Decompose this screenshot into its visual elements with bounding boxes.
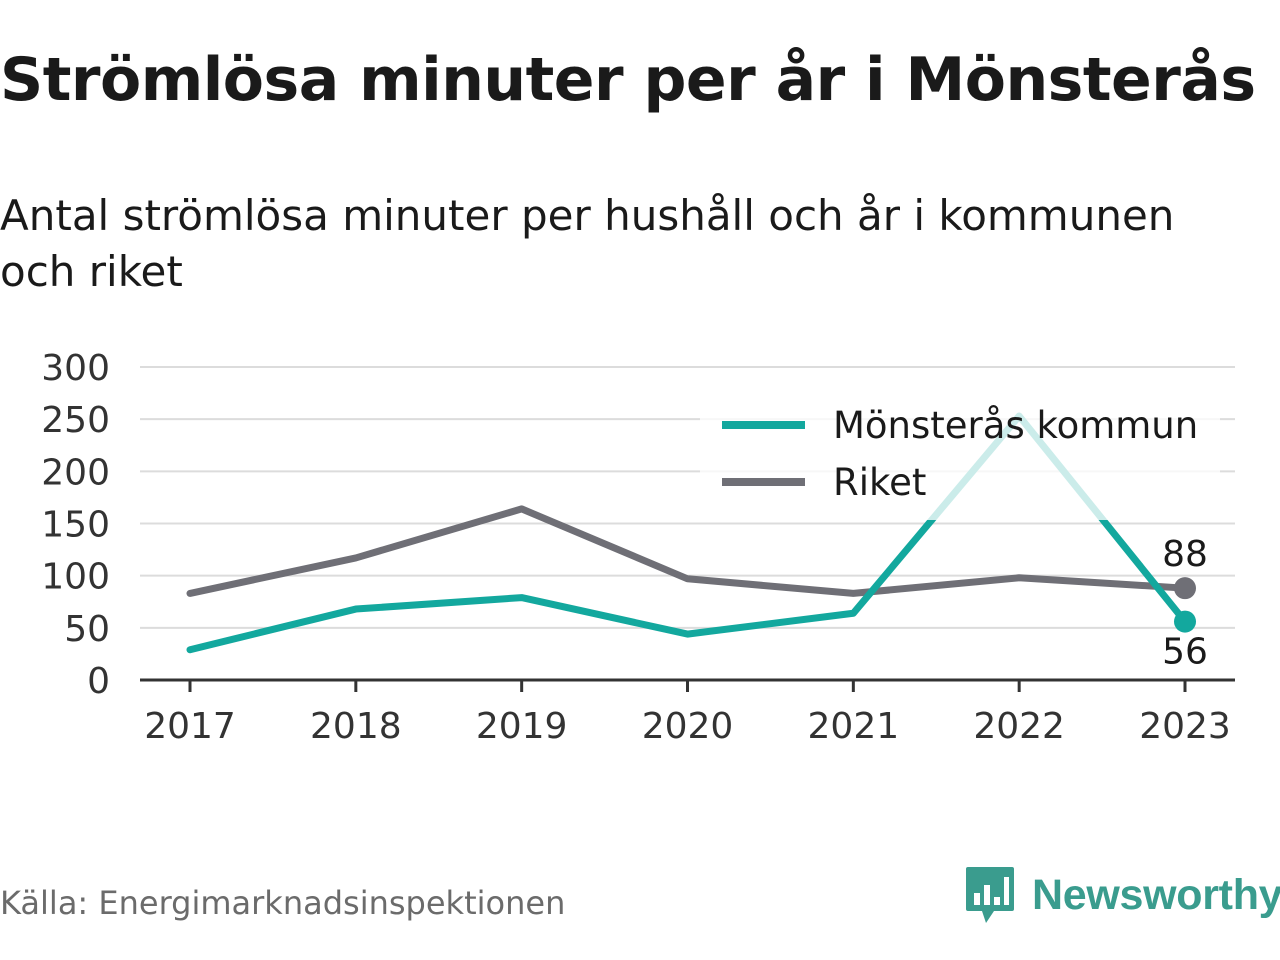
x-tick-label-2018: 2018 xyxy=(310,706,402,747)
end-label-0: 56 xyxy=(1162,632,1208,673)
data-point-1-2019 xyxy=(518,505,525,512)
legend-label-1: Riket xyxy=(833,461,926,504)
end-labels: 56 88 xyxy=(1162,534,1208,672)
x-tick-label-2017: 2017 xyxy=(144,706,236,747)
x-axis: 2017 2018 2019 2020 2021 2022 2023 xyxy=(140,678,1235,747)
source-note: Källa: Energimarknadsinspektionen xyxy=(0,884,566,922)
y-tick-label-0: 0 xyxy=(87,661,110,702)
legend-label-0: Mönsterås kommun xyxy=(833,404,1198,447)
chart-subtitle: Antal strömlösa minuter per hushåll och … xyxy=(0,191,1175,296)
y-tick-label-50: 50 xyxy=(64,609,110,650)
newsworthy-logo-icon xyxy=(966,867,1014,923)
x-tick-label-2021: 2021 xyxy=(808,706,900,747)
x-tick-label-2019: 2019 xyxy=(476,706,568,747)
x-tick-label-2022: 2022 xyxy=(973,706,1065,747)
data-point-1-2020 xyxy=(684,575,691,582)
x-tick-label-2023: 2023 xyxy=(1139,706,1231,747)
data-point-0-2019 xyxy=(518,594,525,601)
data-point-1-2017 xyxy=(187,590,193,597)
y-tick-label-250: 250 xyxy=(41,400,110,441)
data-point-0-2020 xyxy=(684,631,691,638)
y-tick-label-300: 300 xyxy=(41,348,110,389)
x-tick-label-2020: 2020 xyxy=(642,706,734,747)
y-axis-ticks: 0 50 100 150 200 250 300 xyxy=(41,348,110,702)
legend-background xyxy=(700,395,1220,520)
grid-lines xyxy=(140,366,1235,629)
data-point-0-2021 xyxy=(850,610,857,617)
chart-title: Strömlösa minuter per år i Mönsterås xyxy=(0,45,1256,115)
y-tick-label-100: 100 xyxy=(41,557,110,598)
data-point-1-2018 xyxy=(352,554,359,561)
brand-name: Newsworthy xyxy=(1032,870,1280,919)
y-tick-label-150: 150 xyxy=(41,505,110,546)
end-marker-0 xyxy=(1174,610,1196,633)
data-point-0-2017 xyxy=(187,646,193,653)
data-point-1-2022 xyxy=(1016,574,1023,581)
data-point-1-2021 xyxy=(850,590,857,597)
end-label-1: 88 xyxy=(1162,534,1208,575)
legend: Mönsterås kommun Riket xyxy=(700,395,1220,520)
brand-logo: Newsworthy xyxy=(964,862,1280,928)
end-marker-1 xyxy=(1174,577,1196,600)
data-point-0-2018 xyxy=(352,606,359,613)
y-tick-label-200: 200 xyxy=(41,452,110,493)
